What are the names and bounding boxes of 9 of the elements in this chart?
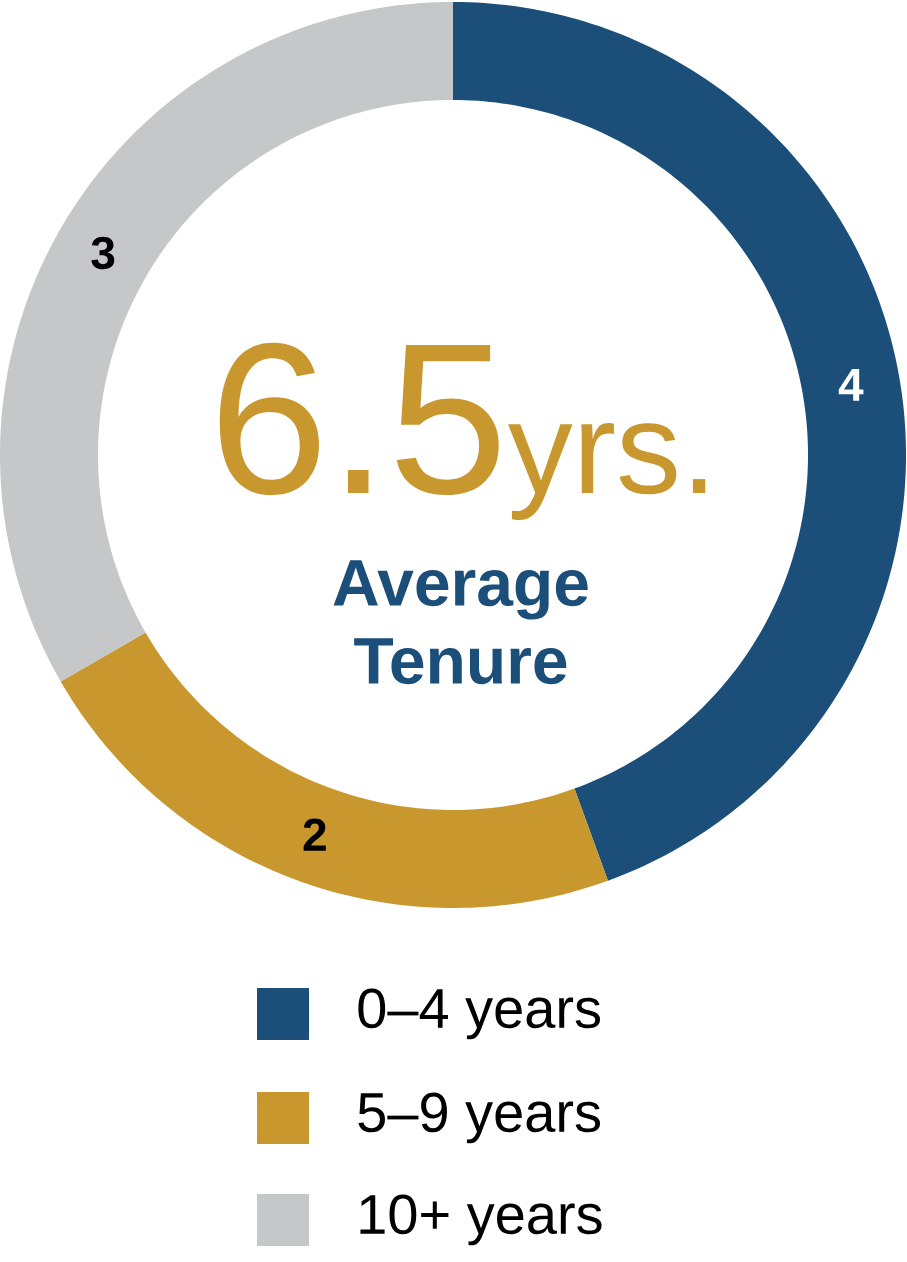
data-label: 4: [838, 369, 864, 401]
data-label: 2: [303, 818, 326, 851]
data-label: 3: [91, 236, 115, 270]
text: yrs.: [508, 423, 706, 520]
text: 6.5: [219, 342, 499, 496]
legend-label: 10+ years: [360, 1194, 602, 1246]
legend-label: 0–4 years: [358, 988, 601, 1040]
legend-label: 5–9 years: [358, 1092, 601, 1144]
text: Average Tenure: [333, 560, 588, 685]
